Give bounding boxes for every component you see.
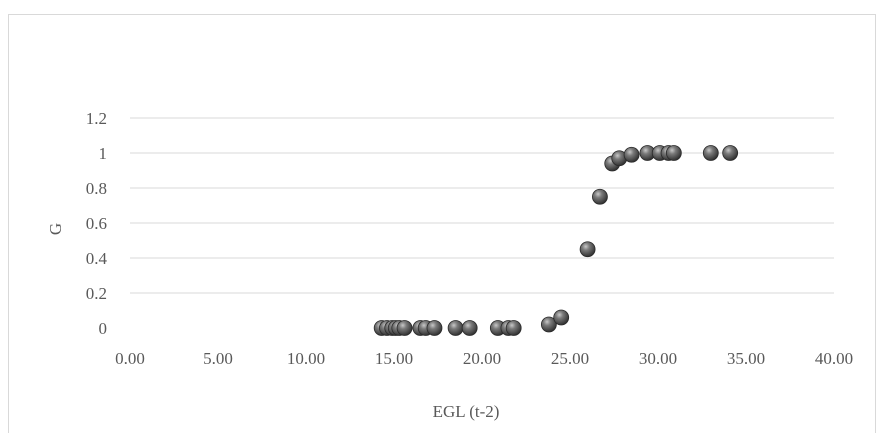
x-tick-label: 0.00	[115, 349, 145, 368]
data-point	[702, 145, 719, 161]
x-tick-label: 20.00	[463, 349, 501, 368]
x-tick-label: 35.00	[727, 349, 765, 368]
data-point	[722, 145, 739, 161]
data-point	[665, 145, 682, 161]
data-point	[540, 316, 557, 333]
x-tick-label: 10.00	[287, 349, 325, 368]
y-tick-label: 0	[99, 319, 108, 338]
x-axis-title: EGL (t-2)	[433, 402, 500, 421]
data-point	[579, 241, 596, 258]
y-tick-labels: 0 0.2 0.4 0.6 0.8 1 1.2	[86, 109, 108, 338]
x-tick-label: 30.00	[639, 349, 677, 368]
x-tick-label: 25.00	[551, 349, 589, 368]
x-tick-label: 40.00	[815, 349, 853, 368]
y-tick-label: 0.2	[86, 284, 107, 303]
data-point	[623, 146, 640, 163]
data-point	[447, 320, 464, 336]
y-tick-label: 0.6	[86, 214, 107, 233]
data-point	[505, 320, 522, 336]
y-tick-label: 1	[99, 144, 108, 163]
data-point	[426, 320, 443, 336]
x-tick-labels: 0.00 5.00 10.00 15.00 20.00 25.00 30.00 35.00 40…	[115, 349, 853, 368]
data-points	[373, 145, 739, 336]
y-axis-title: G	[46, 223, 65, 235]
data-point	[553, 309, 570, 326]
x-tick-label: 15.00	[375, 349, 413, 368]
data-point	[396, 320, 413, 336]
x-tick-label: 5.00	[203, 349, 233, 368]
y-tick-label: 0.4	[86, 249, 108, 268]
y-tick-label: 0.8	[86, 179, 107, 198]
chart-frame	[8, 14, 876, 433]
grid-lines	[130, 117, 834, 294]
data-point	[461, 320, 478, 336]
data-point	[592, 188, 608, 205]
y-tick-label: 1.2	[86, 109, 107, 128]
